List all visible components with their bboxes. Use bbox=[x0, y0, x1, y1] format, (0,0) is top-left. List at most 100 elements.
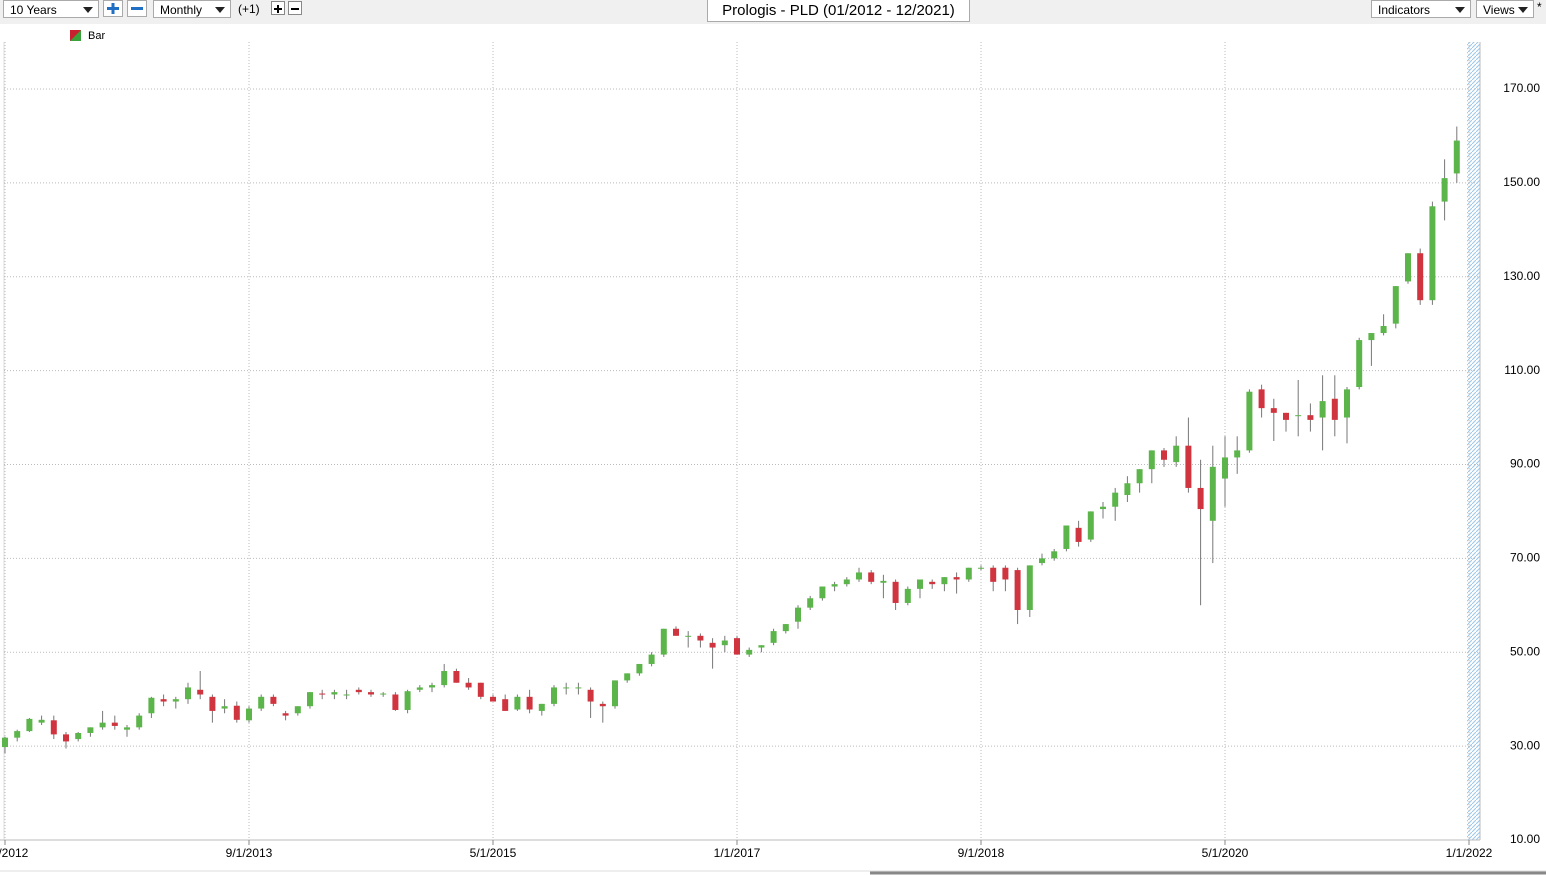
candle-body bbox=[172, 699, 179, 702]
legend-swatch bbox=[70, 30, 81, 41]
candle-body bbox=[282, 713, 289, 716]
candle-body bbox=[1026, 565, 1033, 610]
y-tick-label: 130.00 bbox=[1503, 269, 1540, 283]
menu-star[interactable]: * bbox=[1537, 0, 1542, 14]
candle-body bbox=[124, 727, 130, 730]
x-tick-label: 1/1/2012 bbox=[0, 846, 29, 860]
y-tick-label: 30.00 bbox=[1510, 738, 1540, 752]
candle-body bbox=[1136, 469, 1143, 484]
candle-body bbox=[63, 734, 69, 742]
candle-body bbox=[99, 722, 106, 728]
candle-body bbox=[1100, 506, 1106, 510]
candle-body bbox=[660, 628, 667, 655]
candle-body bbox=[258, 696, 265, 709]
candle-body bbox=[441, 671, 448, 686]
candle-body bbox=[1039, 558, 1045, 564]
candle-body bbox=[1331, 398, 1338, 420]
candle-body bbox=[1209, 466, 1216, 521]
candle-body bbox=[331, 692, 338, 695]
y-tick-label: 150.00 bbox=[1503, 175, 1540, 189]
candle-body bbox=[1234, 450, 1241, 458]
candle-body bbox=[685, 635, 692, 637]
candle-body bbox=[709, 642, 716, 648]
candle-body bbox=[221, 706, 228, 709]
candle-body bbox=[1319, 401, 1326, 418]
candle-body bbox=[87, 727, 94, 733]
candle-body bbox=[270, 696, 277, 704]
x-tick-label: 5/1/2015 bbox=[470, 846, 517, 860]
candle-body bbox=[1417, 253, 1424, 301]
candle-body bbox=[1222, 457, 1228, 479]
candle-body bbox=[185, 687, 191, 700]
candle-body bbox=[868, 572, 875, 582]
candle-body bbox=[111, 722, 118, 726]
candle-body bbox=[368, 692, 374, 695]
candle-body bbox=[1063, 525, 1070, 549]
y-tick-label: 10.00 bbox=[1510, 832, 1540, 846]
candle-body bbox=[453, 671, 460, 683]
candle-body bbox=[380, 693, 387, 695]
interval-select[interactable]: Monthly bbox=[153, 0, 231, 18]
candle-body bbox=[148, 697, 155, 714]
candle-body bbox=[355, 689, 362, 693]
candle-body bbox=[1392, 286, 1399, 324]
x-tick-label: 9/1/2013 bbox=[226, 846, 273, 860]
plus-icon bbox=[274, 5, 282, 13]
x-tick-label: 1/1/2017 bbox=[714, 846, 761, 860]
candle-body bbox=[343, 694, 350, 696]
candle-body bbox=[538, 703, 545, 711]
future-zone bbox=[1467, 42, 1480, 840]
chart-title: Prologis - PLD (01/2012 - 12/2021) bbox=[707, 0, 970, 22]
candle-body bbox=[14, 731, 21, 738]
candle-body bbox=[697, 635, 704, 641]
candle-body bbox=[1173, 445, 1180, 463]
candle-body bbox=[904, 588, 911, 603]
candle-body bbox=[1270, 408, 1277, 413]
zoom-in[interactable] bbox=[103, 0, 123, 17]
candle-body bbox=[1197, 487, 1204, 510]
step-plus[interactable] bbox=[271, 1, 285, 15]
candle-body bbox=[1014, 570, 1021, 610]
legend-label: Bar bbox=[88, 30, 105, 42]
candle-body bbox=[75, 732, 82, 740]
y-tick-label: 50.00 bbox=[1510, 644, 1540, 658]
candle-body bbox=[990, 567, 997, 582]
period-select[interactable]: 10 Years bbox=[3, 0, 99, 18]
candle-body bbox=[160, 699, 167, 702]
candle-body bbox=[782, 624, 789, 632]
candle-body bbox=[807, 598, 814, 608]
candle-body bbox=[1075, 527, 1082, 542]
indicators-select[interactable]: Indicators bbox=[1371, 0, 1471, 18]
candle-body bbox=[673, 628, 679, 636]
views-select[interactable]: Views bbox=[1476, 0, 1534, 18]
candle-body bbox=[965, 567, 972, 580]
candle-body bbox=[624, 673, 631, 681]
candle-body bbox=[978, 567, 984, 569]
candle-body bbox=[1368, 333, 1375, 341]
candle-body bbox=[50, 720, 57, 735]
candle-body bbox=[1148, 450, 1155, 470]
zoom-out[interactable] bbox=[127, 0, 147, 17]
candle-body bbox=[636, 663, 643, 674]
candle-body bbox=[843, 579, 850, 585]
candle-body bbox=[941, 577, 948, 585]
candle-body bbox=[502, 699, 509, 711]
candle-body bbox=[2, 737, 8, 748]
candle-body bbox=[1344, 389, 1350, 418]
candle-body bbox=[392, 694, 399, 710]
candle-body bbox=[1441, 178, 1448, 202]
step-label: (+1) bbox=[238, 2, 260, 16]
candle-body bbox=[758, 645, 765, 648]
candle-body bbox=[892, 581, 899, 603]
step-minus[interactable] bbox=[288, 1, 302, 15]
candle-body bbox=[136, 715, 143, 728]
x-tick-label: 9/1/2018 bbox=[958, 846, 1005, 860]
candle-body bbox=[429, 685, 435, 688]
candle-body bbox=[599, 703, 606, 707]
candle-body bbox=[1429, 206, 1436, 301]
candle-body bbox=[404, 691, 411, 710]
plus-icon bbox=[107, 3, 119, 14]
candle-body bbox=[209, 696, 216, 711]
x-tick-label: 1/1/2022 bbox=[1446, 846, 1493, 860]
candle-body bbox=[575, 687, 582, 689]
